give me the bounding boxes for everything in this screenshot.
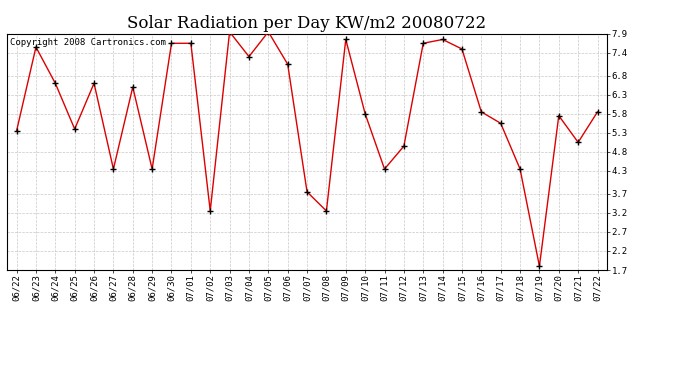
Title: Solar Radiation per Day KW/m2 20080722: Solar Radiation per Day KW/m2 20080722 [128, 15, 486, 32]
Text: Copyright 2008 Cartronics.com: Copyright 2008 Cartronics.com [10, 39, 166, 48]
